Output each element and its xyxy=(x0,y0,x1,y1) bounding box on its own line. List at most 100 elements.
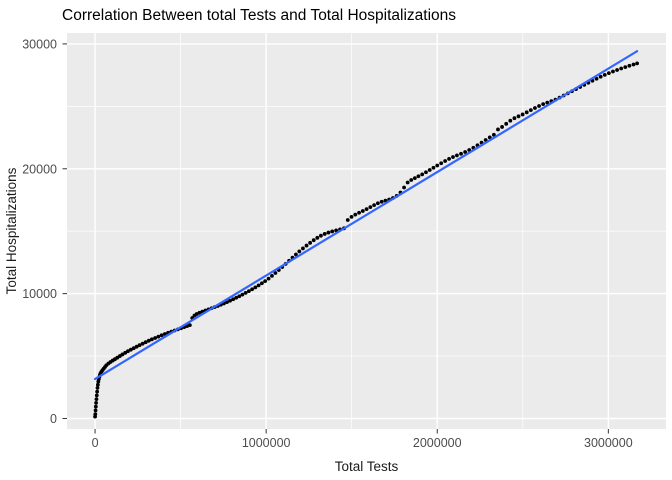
data-point xyxy=(228,298,232,303)
data-point xyxy=(349,214,354,219)
data-point xyxy=(322,232,327,236)
data-point xyxy=(197,310,202,315)
data-point xyxy=(263,279,268,284)
data-point xyxy=(134,344,139,349)
data-point xyxy=(131,346,136,351)
x-tick-label: 2000000 xyxy=(413,436,462,450)
data-point xyxy=(602,72,607,77)
data-point xyxy=(137,343,142,348)
data-point xyxy=(301,246,305,251)
data-point xyxy=(606,71,611,76)
data-point xyxy=(308,240,313,245)
data-point xyxy=(451,155,455,159)
data-point xyxy=(512,116,517,121)
data-point xyxy=(463,150,468,154)
data-point xyxy=(326,230,331,235)
data-point xyxy=(94,397,99,402)
data-point xyxy=(611,69,615,74)
y-tick-label: 0 xyxy=(50,412,57,426)
data-point xyxy=(345,218,350,222)
data-point xyxy=(95,382,100,387)
data-point xyxy=(364,207,369,212)
x-tick-label: 1000000 xyxy=(242,436,291,450)
data-point xyxy=(315,235,320,240)
data-point xyxy=(487,135,492,140)
data-point xyxy=(94,393,99,398)
data-point xyxy=(431,165,436,170)
data-point xyxy=(409,178,414,182)
data-point xyxy=(319,233,323,238)
trend-line xyxy=(94,50,639,381)
data-point xyxy=(93,412,98,417)
data-point xyxy=(416,174,421,179)
data-point xyxy=(128,347,133,352)
data-point xyxy=(143,340,148,345)
data-point xyxy=(537,104,541,108)
data-point xyxy=(631,62,636,67)
data-point xyxy=(635,61,639,66)
data-point xyxy=(357,210,361,215)
data-point xyxy=(524,110,529,115)
data-point xyxy=(459,151,463,156)
data-point xyxy=(123,350,128,355)
data-point xyxy=(120,352,125,357)
data-point xyxy=(149,337,154,342)
x-tick-label: 0 xyxy=(92,436,99,450)
data-point xyxy=(623,65,628,70)
y-tick-label: 20000 xyxy=(22,162,57,176)
data-point xyxy=(619,66,624,71)
x-tick-label: 3000000 xyxy=(584,436,633,450)
data-point xyxy=(311,238,316,243)
data-point xyxy=(520,112,525,117)
data-point xyxy=(95,389,100,394)
data-point xyxy=(240,292,245,297)
data-point xyxy=(156,334,161,339)
data-point xyxy=(353,212,358,217)
data-point xyxy=(93,408,98,413)
chart-title: Correlation Between total Tests and Tota… xyxy=(62,7,457,24)
data-point xyxy=(231,297,236,302)
data-point xyxy=(159,333,164,338)
data-point xyxy=(246,289,251,294)
data-point xyxy=(496,127,500,132)
data-point xyxy=(93,404,98,409)
data-point xyxy=(435,163,440,168)
data-point xyxy=(491,132,496,137)
data-point xyxy=(146,338,151,343)
data-point xyxy=(266,276,271,281)
data-point xyxy=(162,332,167,336)
data-point xyxy=(508,118,513,123)
data-point xyxy=(294,252,298,257)
data-point xyxy=(375,201,380,206)
data-point xyxy=(243,290,248,295)
data-point xyxy=(516,114,521,119)
data-point xyxy=(504,121,509,126)
data-point xyxy=(270,274,274,278)
data-point xyxy=(500,125,504,129)
data-point xyxy=(545,100,550,105)
y-tick-label: 30000 xyxy=(22,37,57,51)
data-point xyxy=(615,68,619,72)
data-point xyxy=(95,386,100,390)
y-axis-title: Total Hospitalizations xyxy=(4,167,19,294)
data-point xyxy=(594,76,599,81)
data-point xyxy=(297,249,302,254)
data-point xyxy=(237,294,242,299)
data-point xyxy=(427,168,432,172)
data-point xyxy=(412,176,417,181)
data-point xyxy=(259,281,264,286)
data-point xyxy=(528,108,533,112)
x-axis-title: Total Tests xyxy=(335,459,399,474)
data-point xyxy=(439,161,444,166)
data-point xyxy=(234,295,239,300)
data-point xyxy=(94,400,98,405)
data-point xyxy=(598,74,603,79)
data-point xyxy=(372,203,377,208)
data-point xyxy=(424,170,428,175)
data-point xyxy=(273,271,278,275)
data-point xyxy=(360,209,365,213)
data-point xyxy=(304,243,309,248)
y-tick-label: 10000 xyxy=(22,287,57,301)
